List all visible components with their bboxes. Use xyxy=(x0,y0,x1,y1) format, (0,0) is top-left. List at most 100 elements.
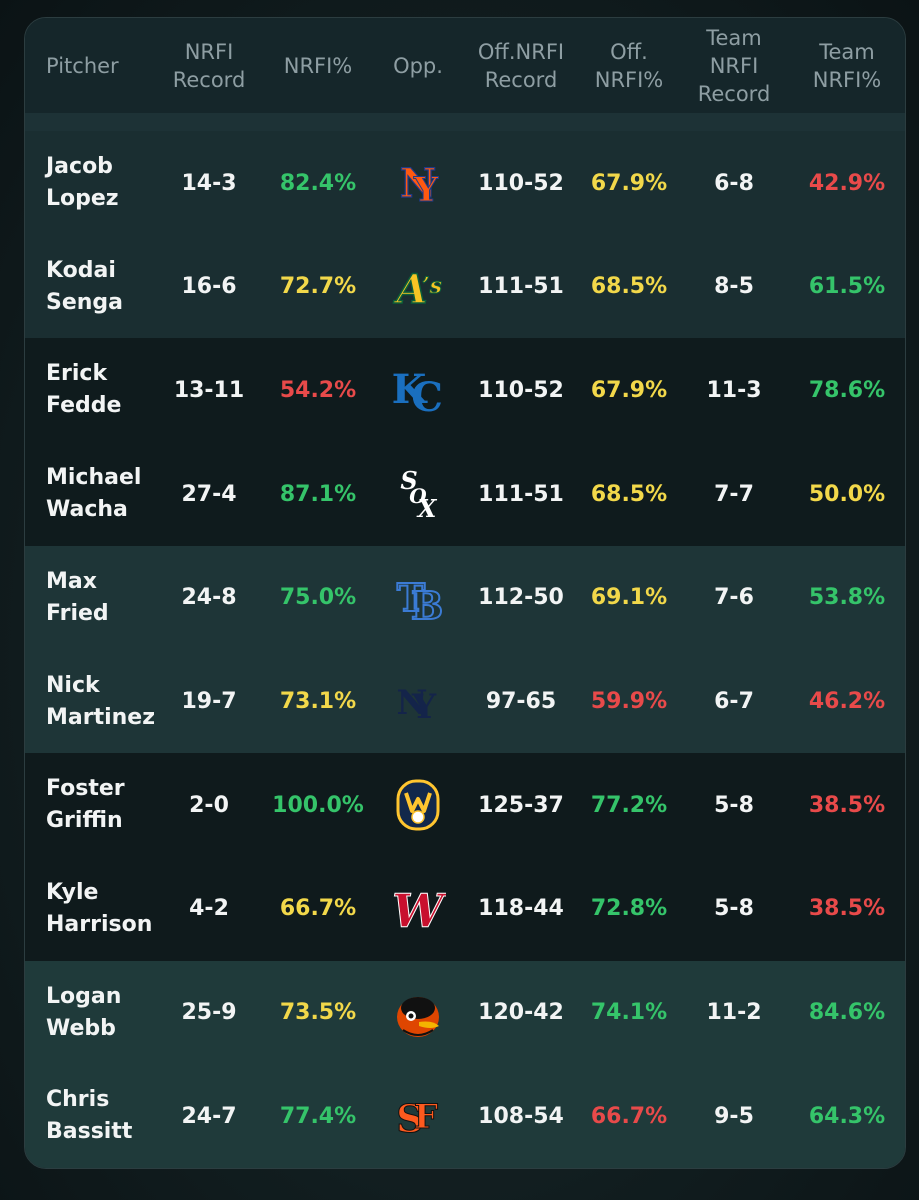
svg-text:Y: Y xyxy=(413,170,439,210)
nrfi-pct-cell: 77.4% xyxy=(279,1103,357,1129)
nrfi-pct-cell: 82.4% xyxy=(279,170,357,196)
nrfi-record-cell: 24-7 xyxy=(181,1103,237,1129)
header-nrfi-pct-label: NRFI% xyxy=(283,53,353,78)
opp-cell[interactable] xyxy=(373,753,463,857)
nrfi-pct-cell: 54.2% xyxy=(279,377,357,403)
svg-text:C: C xyxy=(411,374,443,419)
svg-text:S: S xyxy=(400,466,417,495)
athletics-logo-icon: A’s xyxy=(386,255,450,319)
header-pitcher-label: Pitcher xyxy=(46,53,119,78)
svg-text:T: T xyxy=(397,575,425,620)
header-pitcher[interactable]: Pitcher xyxy=(25,18,176,113)
header-nrfi-record[interactable]: NRFI Record xyxy=(155,18,263,113)
svg-text:S: S xyxy=(396,1096,423,1141)
pitcher-name[interactable]: Jacob Lopez xyxy=(46,154,119,211)
nrfi-record-cell: 19-7 xyxy=(181,689,237,714)
nrfi-record-cell: 14-3 xyxy=(181,170,237,196)
header-team-pct-label: Team NRFI% xyxy=(812,39,882,92)
nrfi-pct-cell: 66.7% xyxy=(279,896,357,922)
nrfi-record-cell: 16-6 xyxy=(181,274,237,300)
brewers-logo-icon xyxy=(386,773,450,837)
off-pct-cell: 59.9% xyxy=(590,689,668,714)
nrfi-record-cell: 13-11 xyxy=(173,377,245,403)
header-off-pct[interactable]: Off. NRFI% xyxy=(579,18,679,113)
header-team-record[interactable]: Team NRFI Record xyxy=(679,18,789,113)
team-record-cell: 11-3 xyxy=(706,377,762,403)
svg-text:Y: Y xyxy=(411,687,437,727)
nrfi-record-cell: 25-9 xyxy=(181,1000,237,1026)
off-pct-cell: 67.9% xyxy=(590,377,668,403)
team-pct-cell: 78.6% xyxy=(808,377,886,403)
opp-cell[interactable] xyxy=(373,961,463,1065)
off-record-cell: 118-44 xyxy=(478,896,564,922)
header-team-record-label: Team NRFI Record xyxy=(697,25,771,106)
pitcher-name[interactable]: Nick Martinez xyxy=(46,672,156,730)
svg-text:N: N xyxy=(400,160,437,207)
nrfi-record-cell: 2-0 xyxy=(189,792,229,818)
team-pct-cell: 50.0% xyxy=(808,481,886,507)
pitcher-name[interactable]: Logan Webb xyxy=(46,983,122,1041)
off-record-cell: 110-52 xyxy=(478,377,564,403)
opp-cell[interactable]: A’s xyxy=(373,235,463,339)
team-record-cell: 6-8 xyxy=(714,170,754,196)
off-record-cell: 110-52 xyxy=(478,170,564,196)
off-record-cell: 111-51 xyxy=(478,274,564,300)
nrfi-pct-cell: 72.7% xyxy=(279,274,357,300)
pitcher-name[interactable]: Erick Fedde xyxy=(46,361,122,419)
off-pct-cell: 66.7% xyxy=(590,1103,668,1129)
team-pct-cell: 42.9% xyxy=(808,170,886,196)
team-record-cell: 7-6 xyxy=(714,585,754,611)
team-pct-cell: 61.5% xyxy=(808,274,886,300)
pitcher-name[interactable]: Foster Griffin xyxy=(46,776,125,834)
nrfi-pct-cell: 87.1% xyxy=(279,481,357,507)
header-nrfi-pct[interactable]: NRFI% xyxy=(263,18,373,113)
table-row[interactable]: Kodai Senga 16-6 72.7% A’s 111-51 68.5% 8… xyxy=(25,234,905,339)
table-row[interactable]: Logan Webb 25-9 73.5% 120-42 74.1% 11-2 8… xyxy=(25,960,905,1065)
header-team-pct[interactable]: Team NRFI% xyxy=(789,18,905,113)
nrfi-pct-cell: 73.5% xyxy=(279,1000,357,1026)
opp-cell[interactable]: W xyxy=(373,857,463,961)
svg-text:B: B xyxy=(411,583,443,627)
off-record-cell: 120-42 xyxy=(478,1000,564,1026)
off-pct-cell: 68.5% xyxy=(590,481,668,507)
off-record-cell: 125-37 xyxy=(478,792,564,818)
team-pct-cell: 64.3% xyxy=(808,1103,886,1129)
team-pct-cell: 46.2% xyxy=(808,689,886,714)
pitcher-name[interactable]: Kyle Harrison xyxy=(46,879,153,937)
svg-text:N: N xyxy=(396,683,427,723)
off-pct-cell: 77.2% xyxy=(590,792,668,818)
header-off-record-label: Off.NRFI Record xyxy=(477,39,565,92)
header-opp[interactable]: Opp. xyxy=(373,18,463,113)
off-record-cell: 97-65 xyxy=(485,689,557,714)
svg-text:X: X xyxy=(416,494,438,523)
pitcher-name[interactable]: Chris Bassitt xyxy=(46,1087,133,1145)
table-header: Pitcher NRFI Record NRFI% Opp. Off.NRFI Re… xyxy=(25,18,905,114)
header-nrfi-record-label: NRFI Record xyxy=(172,39,246,92)
header-off-record[interactable]: Off.NRFI Record xyxy=(463,18,579,113)
off-pct-cell: 72.8% xyxy=(590,896,668,922)
pitcher-name[interactable]: Michael Wacha xyxy=(46,465,142,523)
pitcher-name[interactable]: Kodai Senga xyxy=(46,257,124,315)
header-off-pct-label: Off. NRFI% xyxy=(594,39,664,92)
pitcher-name[interactable]: Max Fried xyxy=(46,568,109,626)
team-pct-cell: 53.8% xyxy=(808,585,886,611)
team-record-cell: 11-2 xyxy=(706,1000,762,1026)
table-row[interactable]: Foster Griffin 2-0 100.0% 125-37 77.2% 5-… xyxy=(25,753,905,858)
svg-text:W: W xyxy=(392,884,446,937)
nrfi-record-cell: 27-4 xyxy=(181,481,237,507)
table-row[interactable]: Kyle Harrison 4-2 66.7% W 118-44 72.8% 5-… xyxy=(25,856,905,961)
